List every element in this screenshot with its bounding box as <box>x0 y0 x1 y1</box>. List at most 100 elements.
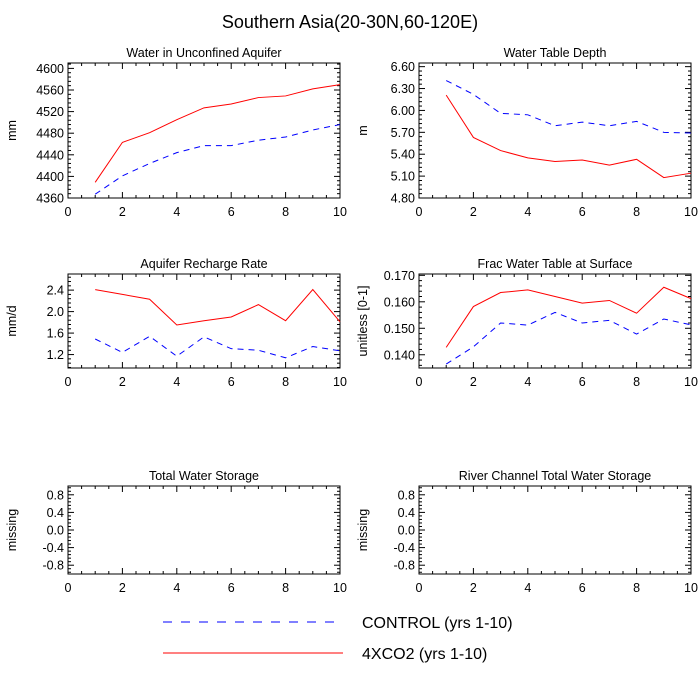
y-tick-label: 0.8 <box>47 488 64 502</box>
y-tick-label: 2.4 <box>47 284 64 298</box>
figure-title: Southern Asia(20-30N,60-120E) <box>222 12 478 32</box>
data-point-control <box>527 324 529 326</box>
y-axis-label: missing <box>356 509 370 551</box>
data-point-control <box>203 144 205 146</box>
y-tick-label: 5.10 <box>391 170 415 184</box>
panel-5: Total Water Storage missing 0 2 4 6 8 10 -0.8 -0.… <box>5 469 347 595</box>
legend-co2-label: 4XCO2 (yrs 1-10) <box>362 646 487 663</box>
y-tick-label: 2.0 <box>47 305 64 319</box>
y-tick-label: 6.60 <box>391 60 415 74</box>
data-point-control <box>257 139 259 141</box>
y-tick-label: -0.8 <box>42 559 64 573</box>
x-tick-label: 2 <box>119 375 126 389</box>
y-axis-label: mm/d <box>5 305 19 336</box>
x-tick-label: 8 <box>633 205 640 219</box>
x-tick-label: 10 <box>684 205 698 219</box>
series-line-4xco2 <box>445 286 692 348</box>
panels: Water in Unconfined Aquifer mm 0 2 4 6 8 10 4360… <box>5 46 698 595</box>
x-tick-label: 0 <box>416 581 423 595</box>
y-tick-label: 1.6 <box>47 327 64 341</box>
y-tick-label: 0.0 <box>398 524 415 538</box>
x-tick-label: 6 <box>579 205 586 219</box>
y-tick-label: -0.4 <box>393 541 415 555</box>
x-tick-label: 2 <box>119 581 126 595</box>
y-tick-label: 1.2 <box>47 348 64 362</box>
panel-4: Frac Water Table at Surface unitless [0-1… <box>356 257 698 389</box>
panel-6: River Channel Total Water Storage missing… <box>356 469 698 595</box>
series-line-4xco2 <box>95 288 341 326</box>
plot-frame <box>418 62 692 199</box>
x-tick-label: 10 <box>684 581 698 595</box>
x-tick-label: 0 <box>65 581 72 595</box>
data-point-control <box>176 355 178 357</box>
plot-frame <box>418 485 692 575</box>
y-tick-label: 4520 <box>36 105 64 119</box>
panel-title: Total Water Storage <box>149 469 259 483</box>
x-tick-label: 10 <box>333 205 347 219</box>
y-tick-label: 4560 <box>36 84 64 98</box>
data-point-control <box>499 112 501 114</box>
y-tick-label: 0.170 <box>384 269 415 283</box>
x-tick-label: 8 <box>633 581 640 595</box>
y-tick-label: 6.00 <box>391 104 415 118</box>
x-tick-label: 10 <box>684 375 698 389</box>
y-tick-label: 0.8 <box>398 488 415 502</box>
y-tick-label: 0.140 <box>384 348 415 362</box>
x-tick-label: 4 <box>173 205 180 219</box>
y-tick-label: 5.70 <box>391 126 415 140</box>
y-tick-label: 0.4 <box>47 506 64 520</box>
y-tick-label: -0.8 <box>393 559 415 573</box>
y-tick-label: 4.80 <box>391 192 415 206</box>
x-tick-label: 10 <box>333 375 347 389</box>
y-tick-label: 5.40 <box>391 148 415 162</box>
x-tick-label: 0 <box>65 205 72 219</box>
series-line-4xco2 <box>94 84 341 183</box>
x-tick-label: 4 <box>524 205 531 219</box>
legend: CONTROL (yrs 1-10) 4XCO2 (yrs 1-10) <box>163 615 513 663</box>
x-tick-label: 0 <box>416 375 423 389</box>
y-tick-label: 4440 <box>36 148 64 162</box>
panel-1: Water in Unconfined Aquifer mm 0 2 4 6 8 10 4360… <box>5 46 347 219</box>
plot-frame <box>418 273 692 369</box>
x-tick-label: 6 <box>228 205 235 219</box>
x-tick-label: 8 <box>282 581 289 595</box>
y-tick-label: 4360 <box>36 192 64 206</box>
panel-title: Aquifer Recharge Rate <box>140 257 267 271</box>
y-tick-label: 0.4 <box>398 506 415 520</box>
y-tick-label: 0.0 <box>47 524 64 538</box>
series-line-control <box>445 311 692 365</box>
y-axis-label: unitless [0-1] <box>356 286 370 357</box>
y-tick-label: 4400 <box>36 170 64 184</box>
x-tick-label: 4 <box>524 581 531 595</box>
x-tick-label: 4 <box>173 581 180 595</box>
x-tick-label: 8 <box>282 375 289 389</box>
x-tick-label: 6 <box>579 581 586 595</box>
series-line-control <box>94 124 341 195</box>
x-tick-label: 6 <box>228 375 235 389</box>
x-tick-label: 6 <box>228 581 235 595</box>
plot-frame <box>67 62 341 199</box>
y-tick-label: 0.160 <box>384 295 415 309</box>
x-tick-label: 2 <box>119 205 126 219</box>
y-axis-label: missing <box>5 509 19 551</box>
series-line-control <box>94 335 341 359</box>
y-tick-label: 6.30 <box>391 82 415 96</box>
x-tick-label: 2 <box>470 375 477 389</box>
panel-2: Water Table Depth m 0 2 4 6 8 10 4.80 5.10 5.40 5.7… <box>356 46 698 219</box>
data-point-control <box>203 336 205 338</box>
x-tick-label: 8 <box>633 375 640 389</box>
data-point-control <box>608 125 610 127</box>
panel-title: Frac Water Table at Surface <box>478 257 633 271</box>
panel-title: Water in Unconfined Aquifer <box>126 46 281 60</box>
panel-title: River Channel Total Water Storage <box>459 469 652 483</box>
series-line-4xco2 <box>445 94 692 179</box>
x-tick-label: 8 <box>282 205 289 219</box>
data-point-control <box>472 93 474 95</box>
y-tick-label: 0.150 <box>384 322 415 336</box>
y-axis-label: m <box>356 125 370 135</box>
x-tick-label: 2 <box>470 581 477 595</box>
x-tick-label: 4 <box>524 375 531 389</box>
y-tick-label: 4600 <box>36 62 64 76</box>
data-point-control <box>121 351 123 353</box>
